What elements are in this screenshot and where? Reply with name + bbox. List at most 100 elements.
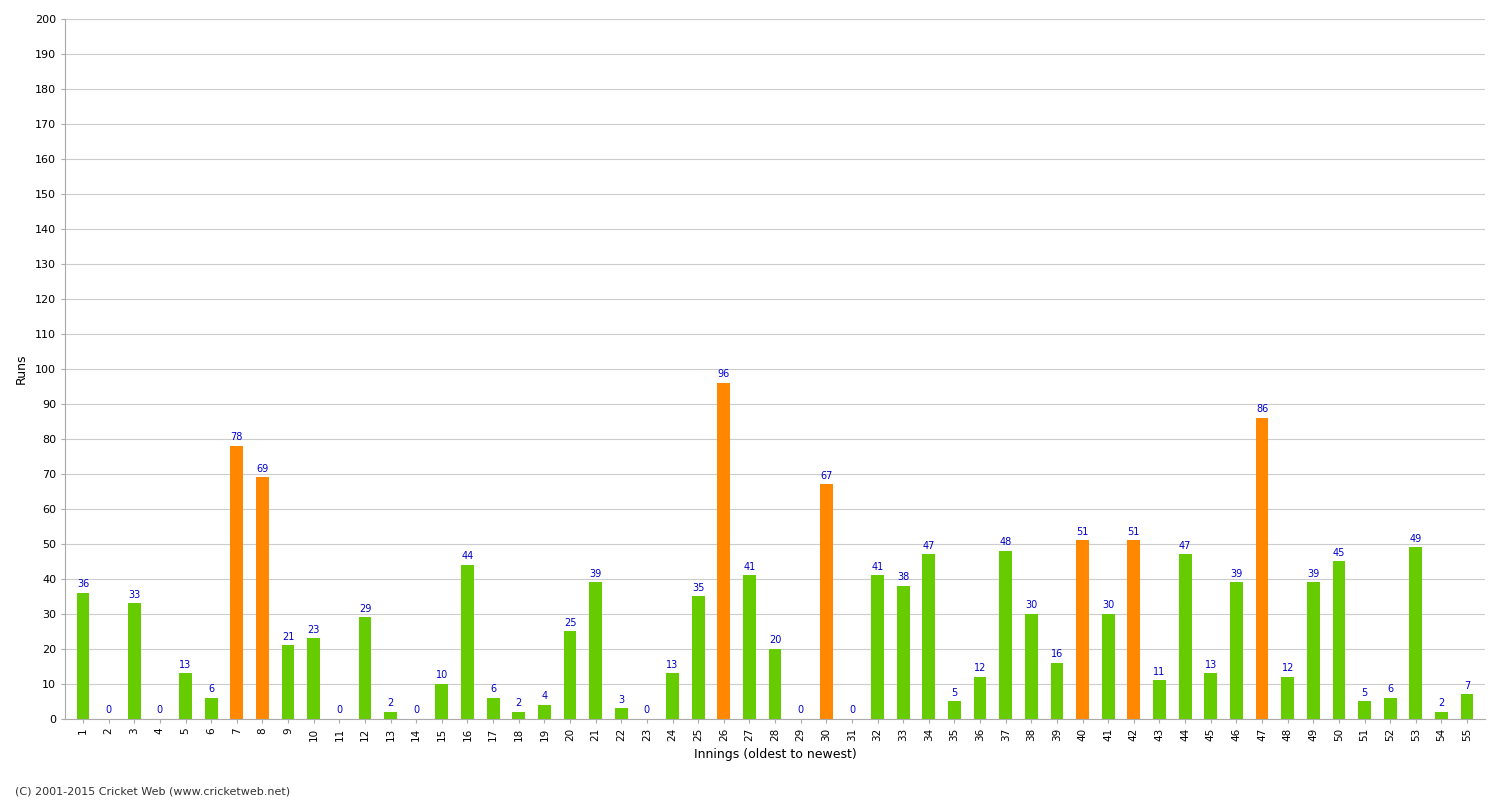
Text: 0: 0 — [849, 706, 855, 715]
Text: 30: 30 — [1102, 600, 1114, 610]
Bar — [460, 565, 474, 718]
Text: 2: 2 — [387, 698, 393, 708]
Text: 0: 0 — [158, 706, 164, 715]
Text: 11: 11 — [1154, 666, 1166, 677]
Bar — [206, 698, 218, 718]
Bar — [231, 446, 243, 718]
Text: 39: 39 — [1306, 569, 1320, 579]
Text: 30: 30 — [1024, 600, 1038, 610]
Text: 3: 3 — [618, 694, 624, 705]
Text: 47: 47 — [1179, 541, 1191, 551]
Bar — [1024, 614, 1038, 718]
Bar — [538, 705, 550, 718]
Text: 86: 86 — [1256, 404, 1268, 414]
Bar — [1102, 614, 1114, 718]
Text: 20: 20 — [770, 635, 782, 646]
Text: 0: 0 — [413, 706, 420, 715]
Text: 69: 69 — [256, 464, 268, 474]
Text: 10: 10 — [435, 670, 448, 680]
Bar — [384, 712, 398, 718]
Bar — [486, 698, 500, 718]
Bar — [1128, 540, 1140, 718]
Text: 0: 0 — [336, 706, 342, 715]
Text: 29: 29 — [358, 604, 370, 614]
Bar — [1256, 418, 1269, 718]
Bar — [922, 554, 934, 718]
Text: 67: 67 — [821, 471, 833, 481]
Bar — [513, 712, 525, 718]
Bar — [256, 478, 268, 718]
Text: 13: 13 — [180, 660, 192, 670]
Bar — [974, 677, 987, 718]
X-axis label: Innings (oldest to newest): Innings (oldest to newest) — [693, 748, 856, 761]
Text: (C) 2001-2015 Cricket Web (www.cricketweb.net): (C) 2001-2015 Cricket Web (www.cricketwe… — [15, 786, 290, 796]
Text: 21: 21 — [282, 632, 294, 642]
Text: 12: 12 — [974, 663, 987, 674]
Text: 12: 12 — [1281, 663, 1294, 674]
Bar — [948, 702, 962, 718]
Bar — [1204, 674, 1216, 718]
Text: 41: 41 — [744, 562, 756, 572]
Text: 23: 23 — [308, 625, 320, 635]
Bar — [1076, 540, 1089, 718]
Text: 4: 4 — [542, 691, 548, 702]
Bar — [590, 582, 602, 718]
Text: 36: 36 — [76, 579, 88, 590]
Bar — [768, 649, 782, 718]
Text: 35: 35 — [692, 583, 705, 593]
Text: 0: 0 — [105, 706, 111, 715]
Bar — [1050, 662, 1064, 718]
Text: 39: 39 — [1230, 569, 1242, 579]
Bar — [1281, 677, 1294, 718]
Text: 2: 2 — [1438, 698, 1444, 708]
Text: 39: 39 — [590, 569, 602, 579]
Text: 13: 13 — [1204, 660, 1216, 670]
Text: 45: 45 — [1332, 548, 1346, 558]
Text: 44: 44 — [462, 551, 474, 562]
Bar — [1179, 554, 1191, 718]
Bar — [1410, 547, 1422, 718]
Bar — [717, 383, 730, 718]
Bar — [358, 618, 372, 718]
Bar — [1306, 582, 1320, 718]
Bar — [1154, 680, 1166, 718]
Text: 16: 16 — [1052, 650, 1064, 659]
Bar — [1384, 698, 1396, 718]
Text: 38: 38 — [897, 572, 909, 582]
Text: 78: 78 — [231, 432, 243, 442]
Text: 6: 6 — [490, 684, 496, 694]
Bar — [615, 708, 627, 718]
Text: 6: 6 — [209, 684, 214, 694]
Bar — [999, 551, 1012, 718]
Bar — [692, 596, 705, 718]
Text: 47: 47 — [922, 541, 934, 551]
Bar — [666, 674, 680, 718]
Text: 49: 49 — [1410, 534, 1422, 544]
Text: 48: 48 — [999, 538, 1012, 547]
Bar — [897, 586, 909, 718]
Bar — [1230, 582, 1244, 718]
Bar — [871, 575, 883, 718]
Text: 5: 5 — [1362, 688, 1368, 698]
Bar — [821, 484, 833, 718]
Bar — [435, 684, 448, 718]
Bar — [1436, 712, 1448, 718]
Bar — [178, 674, 192, 718]
Bar — [564, 631, 576, 718]
Text: 5: 5 — [951, 688, 957, 698]
Text: 51: 51 — [1128, 527, 1140, 537]
Text: 33: 33 — [128, 590, 141, 600]
Bar — [128, 603, 141, 718]
Bar — [1461, 694, 1473, 718]
Text: 6: 6 — [1388, 684, 1394, 694]
Bar — [308, 638, 320, 718]
Text: 41: 41 — [871, 562, 883, 572]
Y-axis label: Runs: Runs — [15, 354, 28, 384]
Bar — [282, 646, 294, 718]
Text: 2: 2 — [516, 698, 522, 708]
Bar — [742, 575, 756, 718]
Text: 7: 7 — [1464, 681, 1470, 690]
Text: 0: 0 — [798, 706, 804, 715]
Text: 51: 51 — [1077, 527, 1089, 537]
Text: 0: 0 — [644, 706, 650, 715]
